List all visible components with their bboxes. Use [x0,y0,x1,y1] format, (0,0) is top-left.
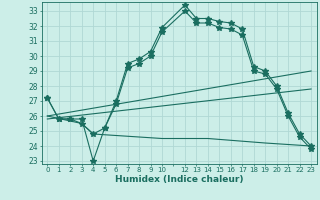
X-axis label: Humidex (Indice chaleur): Humidex (Indice chaleur) [115,175,244,184]
